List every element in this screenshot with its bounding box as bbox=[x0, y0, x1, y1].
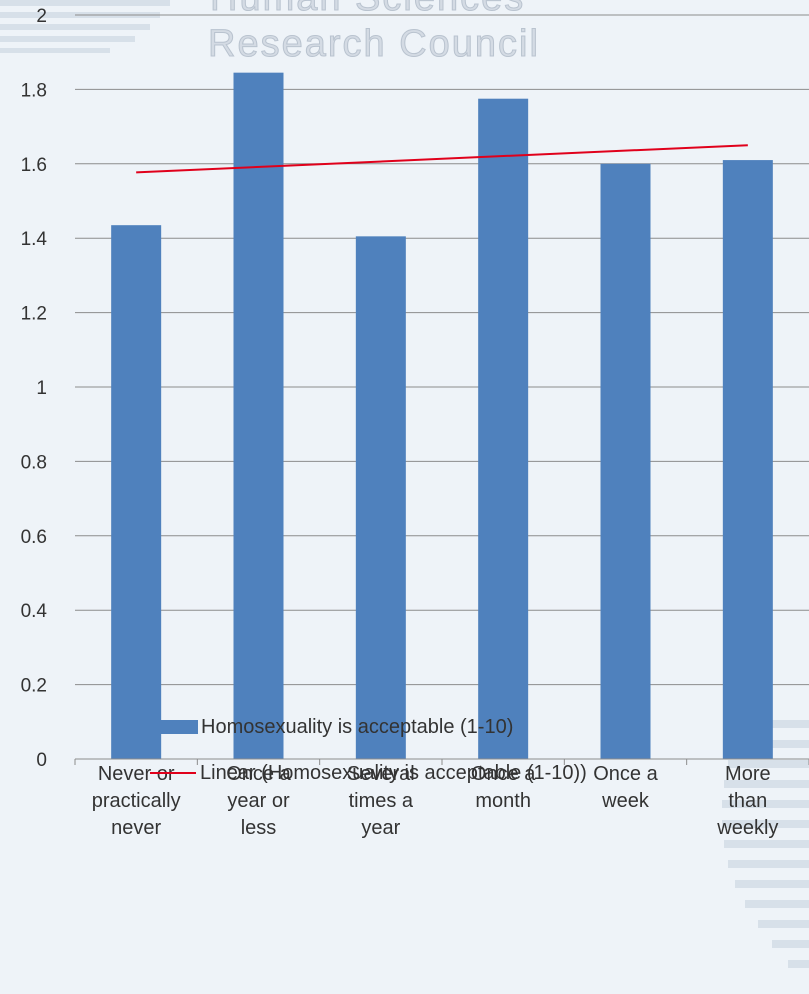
x-category-label-line: Several bbox=[347, 763, 415, 785]
x-axis-labels: Never or practically never Once a year or les… bbox=[92, 763, 779, 839]
x-category-label-line: never bbox=[111, 817, 161, 839]
x-category-label-line: Once a bbox=[471, 763, 536, 785]
x-category-label-line: year bbox=[361, 817, 400, 839]
y-tick-label: 2 bbox=[36, 6, 47, 27]
x-category-label-line: year or bbox=[227, 790, 290, 812]
x-category-label-line: More bbox=[725, 763, 771, 785]
bar bbox=[233, 72, 284, 759]
y-tick-label: 1.8 bbox=[21, 80, 47, 101]
trendline bbox=[136, 144, 748, 174]
bar bbox=[111, 225, 162, 759]
legend-swatch-line bbox=[150, 772, 196, 774]
x-category-label-line: practically bbox=[92, 790, 181, 812]
y-tick-label: 0.8 bbox=[21, 452, 47, 473]
bar bbox=[478, 98, 529, 759]
x-category-label: Several times a year bbox=[347, 763, 415, 839]
y-axis-ticks: 0 0.2 0.4 0.6 0.8 1 1.2 1.4 1.6 1.8 2 bbox=[21, 6, 48, 771]
x-category-label: More than weekly bbox=[716, 763, 778, 839]
bars bbox=[111, 72, 773, 760]
y-tick-label: 0.4 bbox=[21, 601, 48, 622]
x-category-label-line: weekly bbox=[716, 817, 778, 839]
x-category-label-line: less bbox=[241, 817, 277, 839]
y-tick-label: 1.2 bbox=[21, 304, 47, 325]
x-category-label-line: than bbox=[728, 790, 767, 812]
x-category-label-line: times a bbox=[349, 790, 414, 812]
y-tick-label: 1.6 bbox=[21, 155, 47, 176]
gridlines bbox=[75, 14, 809, 686]
legend-label-trendline: Linear (Homosexuality is acceptable (1-1… bbox=[200, 761, 587, 784]
x-category-label: Once a year or less bbox=[226, 763, 291, 839]
legend: Homosexuality is acceptable (1-10) Linea… bbox=[150, 712, 790, 804]
x-category-label: Once a week bbox=[593, 763, 658, 812]
legend-swatch-bar bbox=[150, 720, 198, 734]
bar bbox=[722, 160, 773, 759]
y-tick-label: 0.2 bbox=[21, 676, 47, 697]
x-category-label-line: Never or bbox=[98, 763, 175, 785]
trendline-group bbox=[136, 144, 748, 174]
x-category-label-line: Once a bbox=[593, 763, 658, 785]
x-category-label-line: Once a bbox=[226, 763, 291, 785]
bar bbox=[600, 163, 651, 760]
legend-item-bars: Homosexuality is acceptable (1-10) bbox=[150, 712, 790, 742]
x-category-label-line: week bbox=[601, 790, 650, 812]
y-tick-label: 1.4 bbox=[21, 229, 48, 250]
bar bbox=[355, 236, 406, 760]
watermark-text-line2: Research Council bbox=[208, 23, 540, 65]
x-category-label: Never or practically never bbox=[92, 763, 181, 839]
legend-label-bars: Homosexuality is acceptable (1-10) bbox=[201, 715, 514, 738]
x-category-label: Once a month bbox=[471, 763, 536, 812]
y-tick-label: 0.6 bbox=[21, 527, 47, 548]
x-category-label-line: month bbox=[475, 790, 531, 812]
y-tick-label: 0 bbox=[36, 750, 47, 771]
x-axis bbox=[74, 758, 809, 765]
y-tick-label: 1 bbox=[36, 378, 47, 399]
legend-item-trendline: Linear (Homosexuality is acceptable (1-1… bbox=[150, 758, 790, 788]
